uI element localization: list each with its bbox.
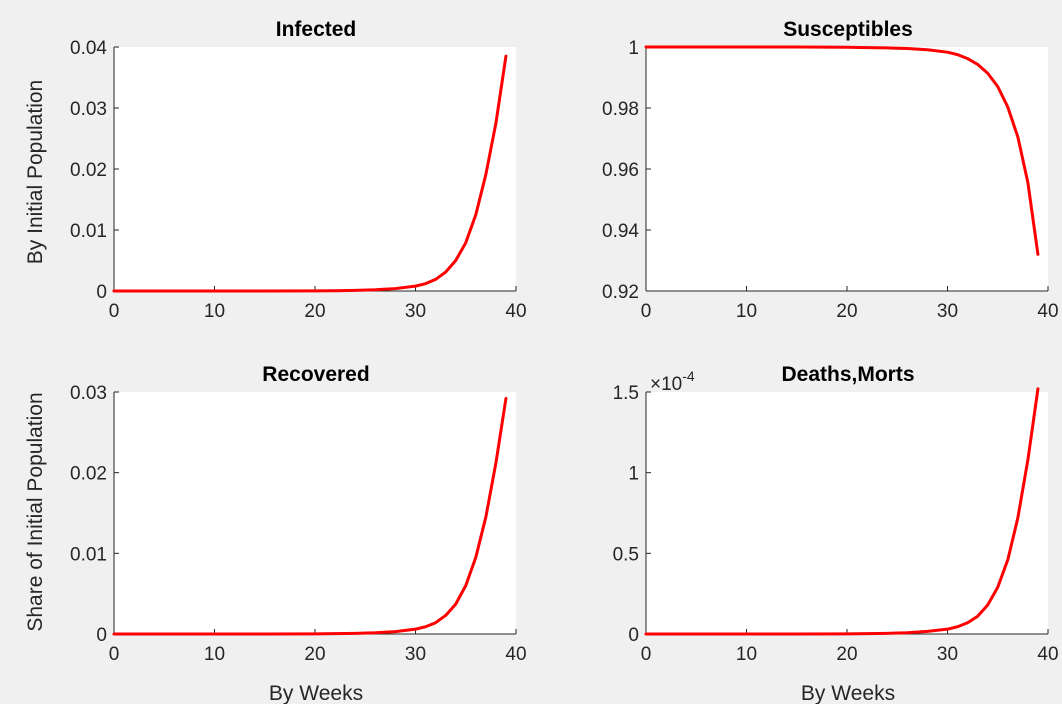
x-tick-label: 10 — [736, 644, 757, 665]
y-tick-label: 0.5 — [613, 544, 639, 565]
x-tick-label: 30 — [937, 644, 958, 665]
x-tick-label: 0 — [109, 301, 120, 322]
y-tick-label: 0.96 — [602, 160, 639, 181]
x-tick-label: 20 — [304, 301, 325, 322]
chart-title: Recovered — [262, 363, 369, 386]
y-tick-label: 0.02 — [70, 464, 107, 485]
x-tick-label: 40 — [505, 301, 526, 322]
x-tick-label: 40 — [1037, 301, 1058, 322]
series-line — [644, 45, 1040, 256]
x-tick-label: 20 — [836, 644, 857, 665]
x-tick-label: 30 — [937, 301, 958, 322]
y-tick-label: 0 — [96, 282, 107, 303]
x-axis-label: By Weeks — [801, 682, 895, 704]
y-tick-label: 0 — [96, 625, 107, 646]
y-axis-multiplier: ×10-4 — [650, 368, 695, 395]
y-tick-label: 0.01 — [70, 221, 107, 242]
x-tick-label: 0 — [641, 301, 652, 322]
series-line — [112, 54, 508, 293]
plot-area — [114, 392, 516, 634]
series-line — [644, 387, 1040, 636]
x-tick-label: 0 — [109, 644, 120, 665]
panel-infected: Infected By Initial Population 0 10 20 30 40… — [24, 18, 527, 322]
y-tick-label: 0.92 — [602, 282, 639, 303]
y-tick-label: 0.03 — [70, 383, 107, 404]
x-axis-label: By Weeks — [269, 682, 363, 704]
y-multiplier-base: ×10 — [650, 374, 682, 395]
x-tick-label: 30 — [405, 301, 426, 322]
x-tick-label: 20 — [304, 644, 325, 665]
panel-recovered: Recovered Share of Initial Population By… — [24, 363, 527, 704]
x-tick-label: 30 — [405, 644, 426, 665]
y-tick-label: 1 — [628, 38, 639, 59]
series-line — [112, 396, 508, 636]
y-multiplier-exponent: -4 — [682, 368, 695, 384]
y-tick-label: 0.94 — [602, 221, 639, 242]
y-tick-label: 0 — [628, 625, 639, 646]
y-tick-label: 0.04 — [70, 38, 107, 59]
y-tick-label: 1.5 — [613, 383, 639, 404]
y-tick-label: 0.03 — [70, 99, 107, 120]
y-tick-label: 0.01 — [70, 544, 107, 565]
plot-area — [114, 47, 516, 291]
y-tick-label: 1 — [628, 464, 639, 485]
panel-susceptibles: Susceptibles 0 10 20 30 40 0.92 0.94 0.96 0.98 1 — [602, 18, 1059, 322]
y-axis-label: By Initial Population — [24, 80, 47, 264]
x-tick-label: 40 — [1037, 644, 1058, 665]
y-tick-label: 0.02 — [70, 160, 107, 181]
x-tick-label: 40 — [505, 644, 526, 665]
chart-title: Infected — [276, 18, 357, 41]
chart-title: Deaths,Morts — [781, 363, 914, 386]
plot-area — [646, 392, 1048, 634]
x-tick-label: 10 — [736, 301, 757, 322]
panel-deaths: Deaths,Morts ×10-4 By Weeks 0 10 20 30 40 0 0.… — [613, 363, 1059, 704]
plot-area — [646, 47, 1048, 291]
x-tick-label: 10 — [204, 644, 225, 665]
chart-title: Susceptibles — [783, 18, 913, 41]
y-axis-label: Share of Initial Population — [24, 392, 47, 631]
x-tick-label: 0 — [641, 644, 652, 665]
y-tick-label: 0.98 — [602, 99, 639, 120]
x-tick-label: 20 — [836, 301, 857, 322]
x-tick-label: 10 — [204, 301, 225, 322]
